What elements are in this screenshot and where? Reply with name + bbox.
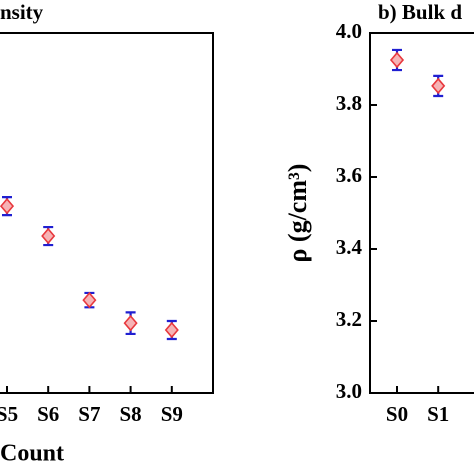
x-tick-label: S9 xyxy=(161,402,183,426)
y-tick-label: 3.4 xyxy=(336,235,363,259)
marker xyxy=(431,77,446,95)
marker xyxy=(41,227,56,245)
axes-frame xyxy=(0,32,214,394)
panel-title: b) Bulk d xyxy=(378,0,462,24)
x-tick-label: S8 xyxy=(120,402,142,426)
y-tick-label: 3.2 xyxy=(336,307,362,331)
y-tick-label: 3.8 xyxy=(336,91,362,115)
y-tick-label: 3.0 xyxy=(336,379,362,403)
marker xyxy=(164,321,179,339)
x-tick-label: S7 xyxy=(78,402,100,426)
panel-title: nsity xyxy=(0,0,44,24)
x-tick-label: S5 xyxy=(0,402,18,426)
marker xyxy=(123,314,138,332)
y-tick-label: 3.6 xyxy=(336,163,362,187)
axes-frame xyxy=(369,32,474,394)
x-tick-label: S0 xyxy=(386,402,408,426)
marker xyxy=(0,197,15,215)
marker xyxy=(389,51,405,69)
y-tick-label: 4.0 xyxy=(336,19,362,43)
y-axis-label: ρ (g/cm³) xyxy=(283,164,312,263)
marker xyxy=(82,291,97,309)
x-tick-label: S6 xyxy=(37,402,59,426)
x-tick-label: S1 xyxy=(427,402,449,426)
x-axis-label: Count xyxy=(0,441,64,467)
